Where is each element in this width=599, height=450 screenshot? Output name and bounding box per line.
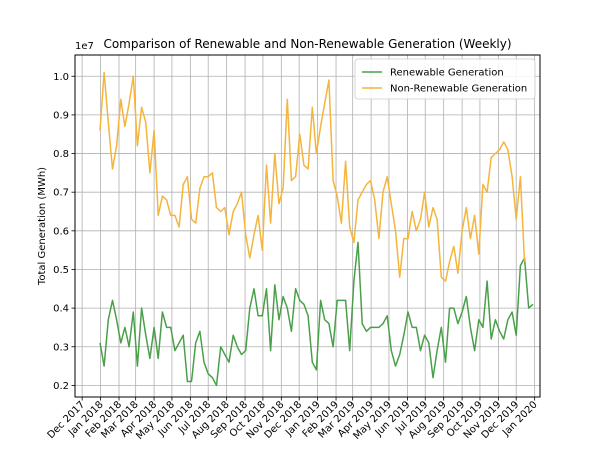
- y-tick-label: 0.6: [53, 226, 69, 237]
- legend-label-non-renewable: Non-Renewable Generation: [390, 84, 527, 95]
- y-tick-label: 0.4: [53, 304, 69, 315]
- legend-box: [354, 58, 536, 100]
- series-line-renewable: [99, 241, 534, 387]
- y-tick-label: 0.8: [53, 149, 69, 160]
- chart-title: Comparison of Renewable and Non-Renewabl…: [103, 37, 511, 51]
- y-tick-label: 1.0: [53, 72, 69, 83]
- plot-frame: [74, 54, 541, 398]
- y-tick-label: 0.9: [53, 110, 69, 121]
- legend-label-renewable: Renewable Generation: [390, 68, 504, 79]
- y-tick-label: 0.5: [53, 265, 69, 276]
- y-axis-label: Total Generation (MWh): [37, 167, 48, 286]
- y-tick-label: 0.7: [53, 188, 69, 199]
- y-scale-label: 1e7: [75, 41, 94, 52]
- grid: [75, 55, 540, 397]
- legend: Renewable Generation Non-Renewable Genera…: [354, 58, 536, 100]
- y-tick-label: 0.3: [53, 342, 69, 353]
- y-tick-label: 0.2: [53, 381, 69, 392]
- series-line-non-renewable: [99, 71, 526, 282]
- series-layer: [99, 71, 534, 387]
